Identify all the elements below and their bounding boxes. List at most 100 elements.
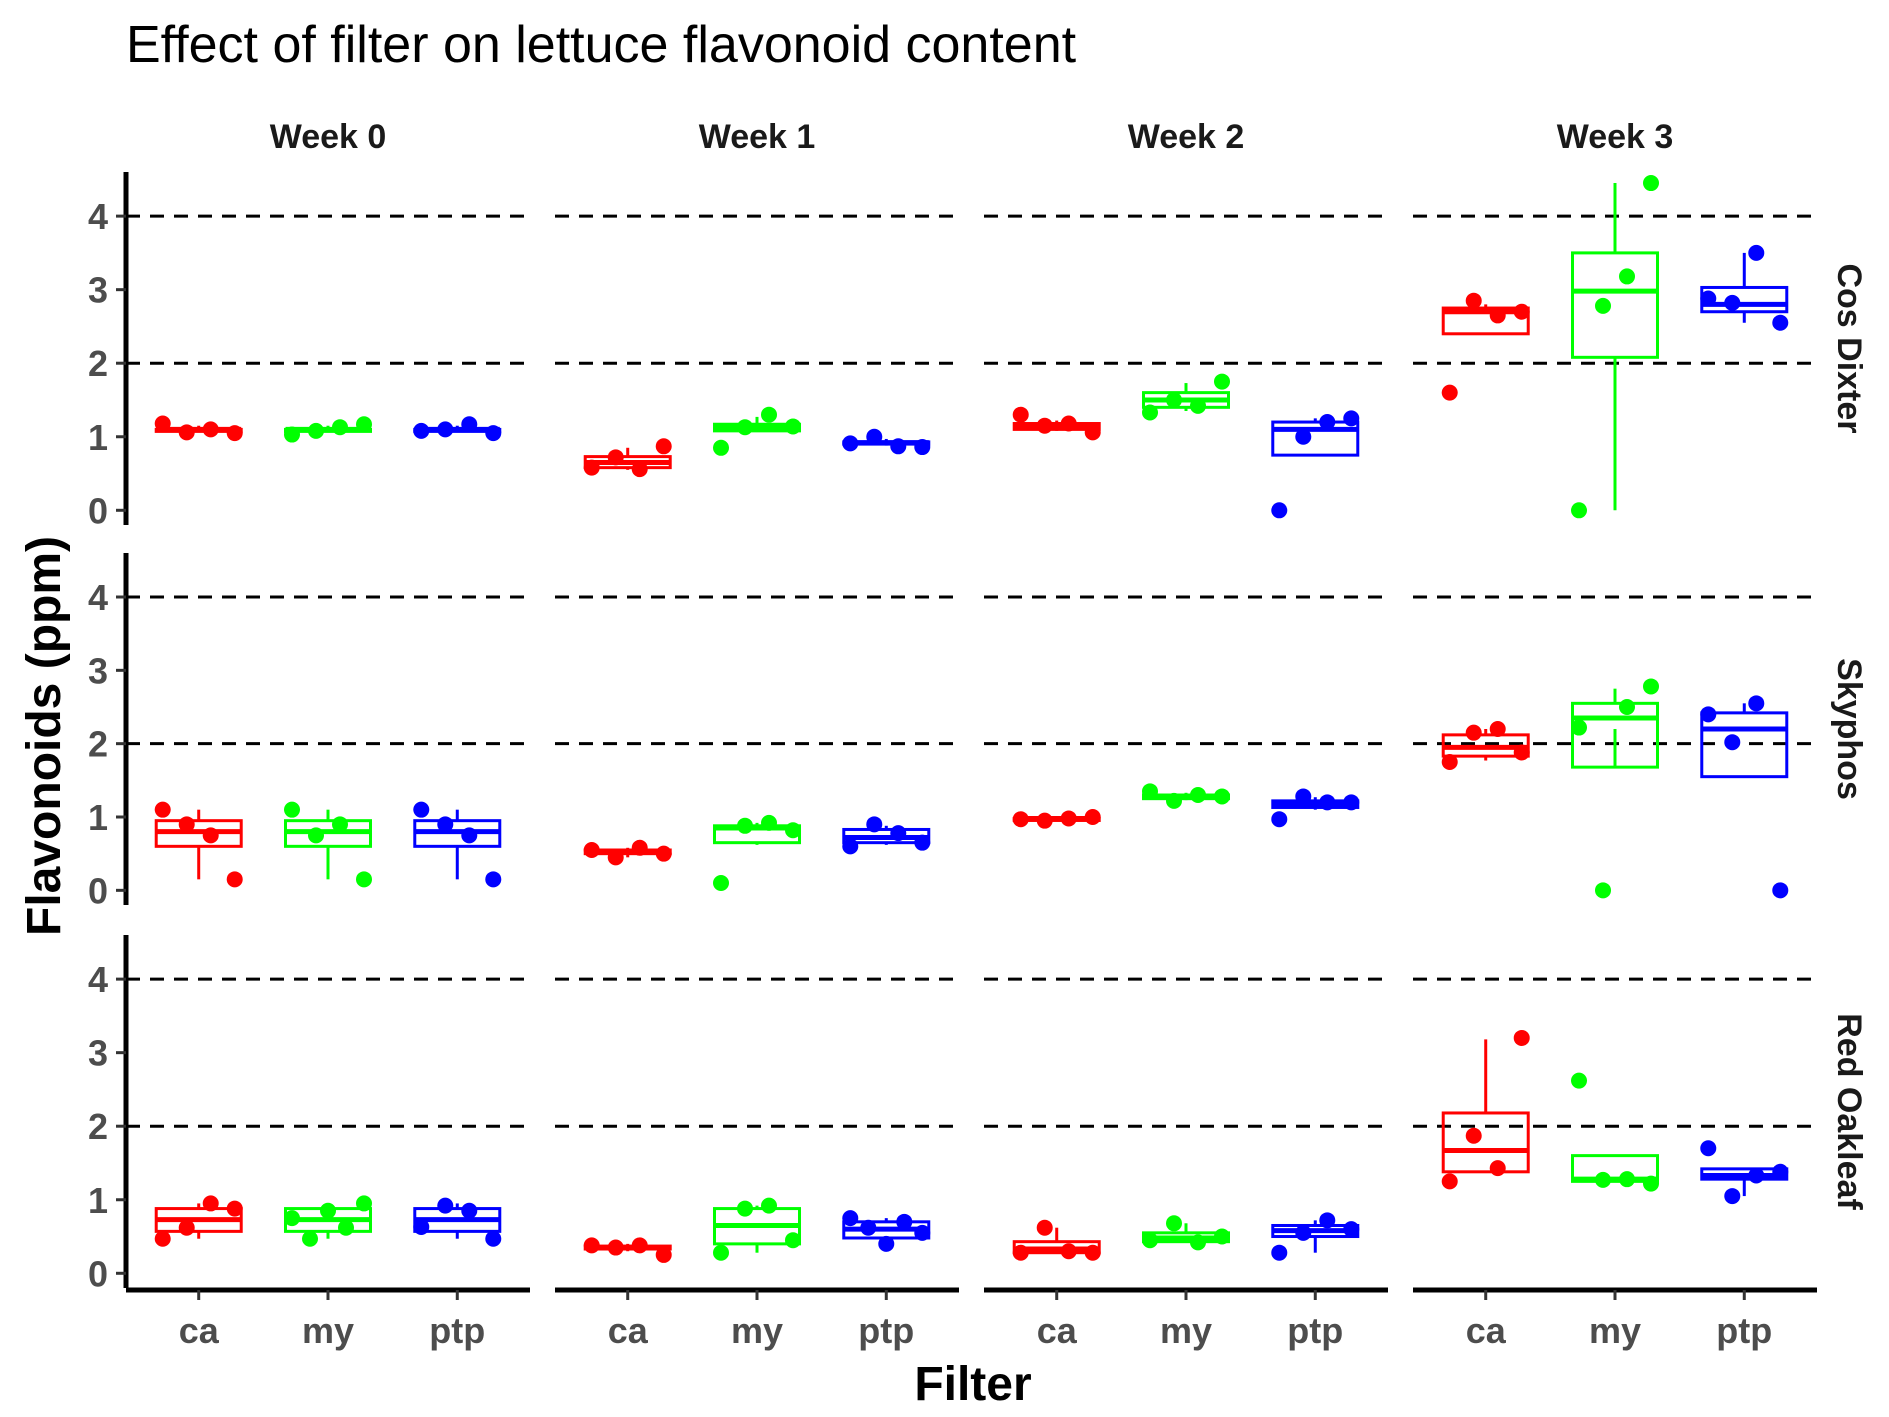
data-point [1295, 788, 1312, 805]
panels-layer: Week 0 Week 1 Week 2 Week 3 Cos Dixter Skypho… [88, 118, 1868, 1351]
data-point [284, 1210, 300, 1227]
data-point [1319, 414, 1336, 431]
data-point [1571, 502, 1587, 519]
x-tick-label: ptp [429, 1310, 485, 1351]
data-point [1619, 1171, 1635, 1188]
data-point [485, 425, 502, 442]
data-point [1724, 294, 1741, 311]
data-point [356, 416, 372, 433]
data-point [1084, 1244, 1101, 1261]
data-point [1595, 1171, 1611, 1188]
y-tick-label: 3 [88, 270, 108, 311]
data-point [284, 426, 300, 443]
data-point [1724, 734, 1741, 751]
data-point [607, 849, 624, 866]
data-point [1190, 1234, 1206, 1251]
data-point [631, 839, 648, 856]
y-tick-label: 1 [88, 417, 108, 458]
data-point [583, 842, 600, 858]
data-point [583, 459, 600, 476]
data-point [1489, 721, 1506, 737]
data-point [1343, 410, 1360, 427]
data-point [655, 1246, 672, 1263]
data-point [607, 449, 624, 466]
y-tick-label: 3 [88, 650, 108, 691]
data-point [437, 421, 454, 438]
data-point [785, 1232, 801, 1249]
data-point [737, 1200, 753, 1217]
row-strip-label: Cos Dixter [1830, 263, 1868, 433]
data-point [461, 827, 478, 844]
data-point [1214, 788, 1230, 805]
data-point [1700, 290, 1717, 307]
y-tick-label: 0 [88, 490, 108, 531]
data-point [713, 1244, 729, 1261]
data-point [737, 817, 753, 834]
data-point [356, 1195, 372, 1212]
box-body [1571, 251, 1659, 359]
data-point [1084, 809, 1101, 825]
y-tick-label: 3 [88, 1033, 108, 1074]
data-point [1319, 1212, 1336, 1229]
data-point [878, 1235, 895, 1252]
data-point [413, 422, 430, 439]
data-point [1700, 706, 1717, 723]
data-point [302, 1230, 318, 1247]
x-tick-label: my [731, 1310, 783, 1351]
data-point [1060, 1243, 1077, 1260]
data-point [154, 1230, 171, 1247]
box-body [1441, 306, 1530, 336]
column-strip-label: Week 0 [270, 118, 387, 156]
x-tick-label: ptp [1287, 1310, 1343, 1351]
data-point [1142, 1232, 1158, 1249]
data-point [1748, 695, 1765, 712]
data-point [332, 419, 348, 436]
data-point [356, 871, 372, 888]
data-point [761, 1197, 777, 1214]
data-point [785, 822, 801, 839]
data-point [1724, 1188, 1741, 1205]
data-point [1643, 1175, 1659, 1192]
box-body [1571, 701, 1659, 769]
column-strip-label: Week 1 [699, 118, 816, 156]
data-point [1595, 882, 1611, 899]
data-point [437, 816, 454, 833]
data-point [1489, 1160, 1506, 1177]
data-point [1271, 811, 1288, 828]
data-point [896, 1213, 913, 1230]
data-point [914, 1224, 931, 1241]
y-axis-title: Flavonoids (ppm) [18, 536, 71, 936]
data-point [1343, 1221, 1360, 1238]
data-point [761, 814, 777, 831]
data-point [1513, 744, 1530, 761]
data-point [1643, 175, 1659, 192]
data-point [154, 801, 171, 818]
data-point [338, 1219, 354, 1236]
y-tick-label: 4 [88, 196, 108, 237]
data-point [737, 419, 753, 436]
box-body [1441, 1111, 1530, 1174]
data-point [1571, 1072, 1587, 1089]
y-tick-label: 1 [88, 797, 108, 838]
data-point [631, 461, 648, 478]
data-point [1060, 810, 1077, 827]
x-tick-label: my [1160, 1310, 1212, 1351]
data-point [1190, 397, 1206, 414]
data-point [320, 1202, 336, 1219]
data-point [308, 827, 324, 844]
data-point [1595, 297, 1611, 314]
data-point [1772, 1163, 1789, 1180]
data-point [1084, 424, 1101, 441]
data-point [1619, 699, 1635, 715]
data-point [1513, 1029, 1530, 1046]
data-point [1271, 1244, 1288, 1261]
data-point [1012, 1244, 1029, 1261]
data-point [485, 1230, 502, 1247]
data-point [1441, 1173, 1458, 1190]
data-point [1271, 502, 1288, 519]
data-point [1748, 244, 1765, 261]
box-body [1271, 420, 1360, 457]
x-tick-label: ca [1466, 1310, 1507, 1351]
x-axis-title: Filter [914, 1358, 1031, 1411]
